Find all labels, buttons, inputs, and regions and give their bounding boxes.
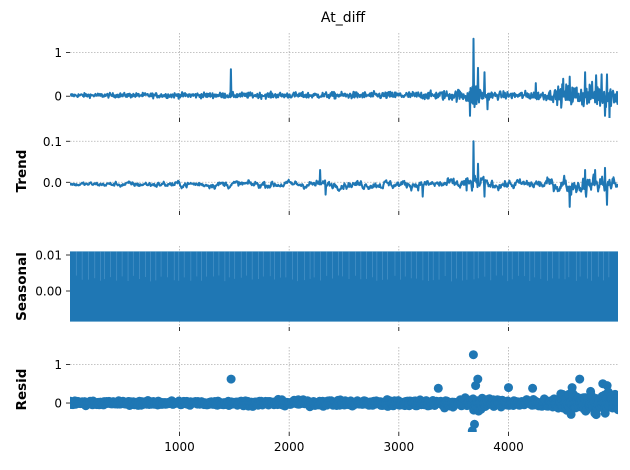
seasonal-band xyxy=(70,251,618,322)
y-tick-label: 0.1 xyxy=(43,135,62,149)
resid-point xyxy=(612,397,618,407)
resid-outlier-point xyxy=(468,350,478,360)
y-tick-label: 0.00 xyxy=(35,285,62,299)
figure-title: At_diff xyxy=(321,10,366,26)
panel-resid: 0 1 1000 2000 3000 4000 Resid xyxy=(14,347,618,454)
series-line-observed xyxy=(70,37,618,118)
y-tick-label: 0.0 xyxy=(43,176,62,190)
y-tick-label: 0.01 xyxy=(35,249,62,263)
panel-observed: 01 xyxy=(54,33,618,122)
y-axis-label: Seasonal xyxy=(14,252,30,321)
resid-outlier-point xyxy=(567,383,577,393)
resid-outlier-point xyxy=(471,381,481,391)
y-axis-label: Trend xyxy=(14,150,30,193)
y-axis-label: Resid xyxy=(14,369,30,411)
plot-area-resid xyxy=(70,350,618,432)
resid-point xyxy=(613,405,618,415)
plot-area-observed xyxy=(70,37,618,118)
panel-trend: 0.0 0.1 Trend xyxy=(14,131,618,215)
x-tick-label: 3000 xyxy=(384,440,415,454)
series-line-trend xyxy=(70,140,618,208)
plot-area-trend xyxy=(70,140,618,208)
resid-outlier-point xyxy=(467,426,477,432)
resid-outlier-point xyxy=(591,410,601,420)
x-tick-label: 4000 xyxy=(493,440,524,454)
resid-outlier-point xyxy=(504,383,513,393)
x-tick-label: 1000 xyxy=(164,440,195,454)
panel-seasonal: 0.00 0.01 Seasonal xyxy=(14,246,618,331)
resid-outlier-point xyxy=(575,374,585,384)
y-tick-label: 1 xyxy=(54,358,62,372)
resid-point xyxy=(566,409,576,419)
y-tick-label: 1 xyxy=(54,46,62,60)
resid-outlier-point xyxy=(602,381,612,391)
x-tick-label: 2000 xyxy=(274,440,305,454)
plot-area-seasonal xyxy=(70,251,618,322)
resid-outlier-point xyxy=(433,383,443,393)
y-tick-label: 0 xyxy=(54,397,62,411)
resid-outlier-point xyxy=(528,383,538,393)
resid-outlier-point xyxy=(226,374,236,384)
y-tick-label: 0 xyxy=(54,90,62,104)
